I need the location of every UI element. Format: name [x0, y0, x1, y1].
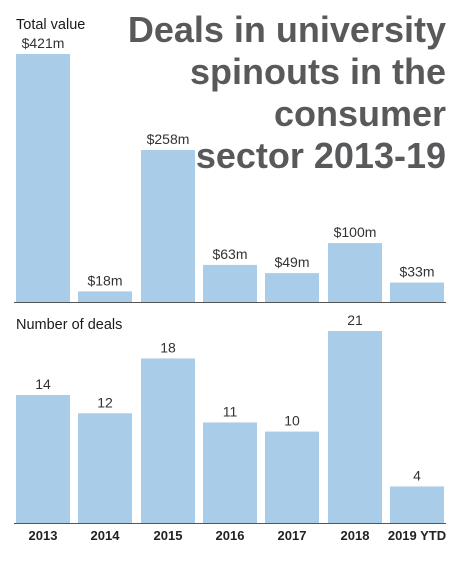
year-tick-label-2017: 2017 — [278, 528, 307, 543]
number-of-deals-data-label-2016: 11 — [223, 403, 238, 419]
number-of-deals-bar-2019-ytd — [390, 486, 444, 523]
year-tick-label-2015: 2015 — [154, 528, 183, 543]
title-line-3: consumer — [274, 93, 446, 134]
total-value-label: Total value — [16, 17, 85, 33]
total-value-data-labels: $421m $18m $258m $63m $49m $100m $33m — [22, 35, 435, 288]
year-axis-labels: 2013 2014 2015 2016 2017 2018 2019 YTD — [29, 528, 447, 543]
title-line-4: sector 2013-19 — [196, 135, 446, 176]
year-tick-label-2014: 2014 — [91, 528, 121, 543]
total-value-bar-2013 — [16, 54, 70, 302]
year-tick-label-2016: 2016 — [216, 528, 245, 543]
total-value-bar-2018 — [328, 243, 382, 302]
number-of-deals-bar-2013 — [16, 395, 70, 523]
title-line-2: spinouts in the — [190, 51, 446, 92]
total-value-data-label-2015: $258m — [147, 131, 190, 147]
total-value-data-label-2013: $421m — [22, 35, 65, 51]
total-value-bar-2015 — [141, 150, 195, 302]
year-tick-label-2019-ytd: 2019 YTD — [388, 528, 446, 543]
number-of-deals-bars — [16, 331, 444, 523]
number-of-deals-data-label-2013: 14 — [35, 376, 51, 392]
total-value-bar-2016 — [203, 264, 257, 302]
year-tick-label-2013: 2013 — [29, 528, 58, 543]
total-value-data-label-2018: $100m — [334, 224, 377, 240]
total-value-panel: Total value $421m$18m$258m$63m$49m$100m$… — [14, 17, 446, 303]
total-value-bar-2017 — [265, 273, 319, 302]
number-of-deals-data-labels: 14 12 18 11 10 21 4 — [35, 312, 421, 483]
total-value-data-label-2014: $18m — [87, 272, 122, 288]
total-value-data-label-2017: $49m — [274, 254, 309, 270]
total-value-bar-2014 — [78, 291, 132, 302]
number-of-deals-bar-2017 — [265, 431, 319, 523]
number-of-deals-data-label-2015: 18 — [160, 339, 176, 355]
number-of-deals-bar-2016 — [203, 422, 257, 523]
number-of-deals-bar-2015 — [141, 358, 195, 523]
total-value-bar-2019-ytd — [390, 282, 444, 302]
number-of-deals-data-label-2018: 21 — [347, 312, 363, 328]
number-of-deals-bar-2014 — [78, 413, 132, 523]
year-tick-label-2018: 2018 — [341, 528, 370, 543]
number-of-deals-data-label-2019-ytd: 4 — [413, 467, 421, 483]
total-value-data-label-2016: $63m — [212, 246, 247, 262]
number-of-deals-data-label-2017: 10 — [284, 413, 300, 429]
number-of-deals-bar-2018 — [328, 331, 382, 523]
total-value-bars — [16, 54, 444, 302]
number-of-deals-label: Number of deals — [16, 317, 122, 333]
total-value-data-label-2019-ytd: $33m — [399, 264, 434, 280]
chart-title: Deals in university spinouts in the cons… — [128, 9, 446, 176]
title-line-1: Deals in university — [128, 9, 446, 50]
number-of-deals-data-label-2014: 12 — [97, 394, 113, 410]
